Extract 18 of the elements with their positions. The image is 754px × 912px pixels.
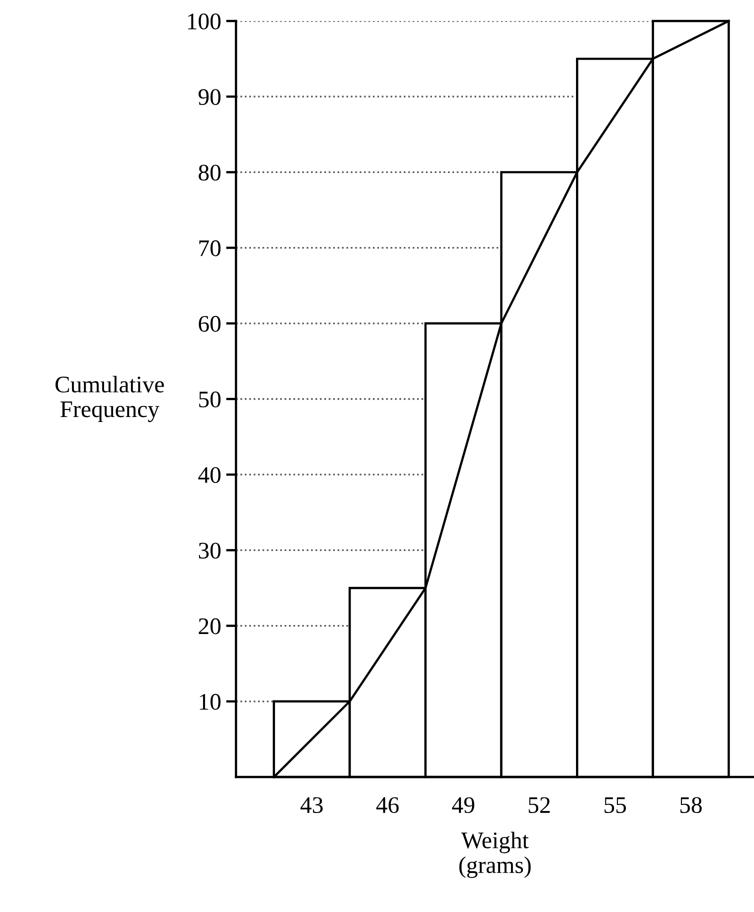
y-tick-label: 20	[198, 618, 221, 634]
x-tick-label: 46	[376, 797, 399, 814]
x-tick-label: 55	[604, 797, 626, 814]
y-tick-label: 70	[199, 240, 221, 256]
y-tick-label: 60	[198, 316, 221, 332]
y-tick-label: 30	[198, 542, 221, 559]
x-tick-label: 58	[680, 797, 702, 814]
y-tick-label: 50	[199, 391, 221, 408]
x-tick-label: 52	[528, 797, 550, 814]
y-tick-label: 80	[198, 164, 221, 181]
x-tick-label: 43	[300, 797, 323, 814]
x-axis-title: Weight (grams)	[459, 832, 531, 878]
y-axis-title: Cumulative Frequency	[55, 376, 164, 422]
x-tick-label: 49	[452, 797, 474, 814]
y-tick-label: 100	[188, 13, 221, 30]
y-tick-label: 10	[200, 694, 221, 710]
y-tick-label: 40	[198, 467, 221, 484]
y-tick-label: 90	[198, 89, 221, 106]
